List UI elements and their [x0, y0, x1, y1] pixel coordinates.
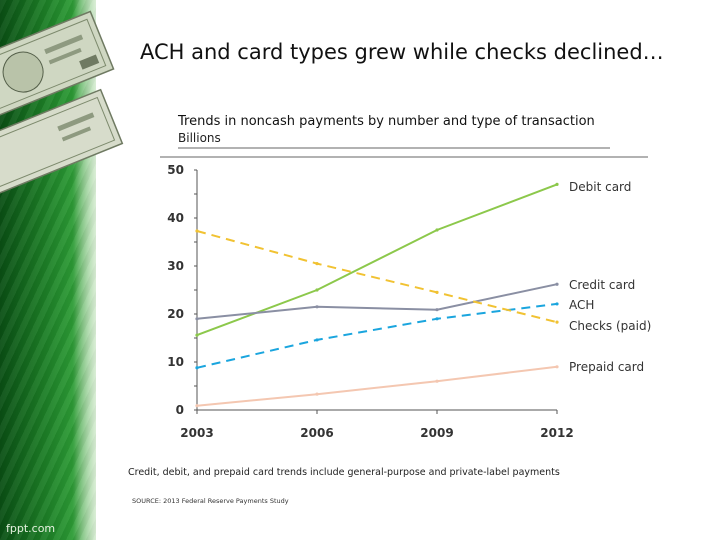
- data-point-ach: [315, 338, 319, 342]
- data-point-ach: [195, 366, 199, 370]
- series-line-prepaid-card: [196, 365, 558, 407]
- y-tick-label: 0: [176, 403, 184, 417]
- data-point-prepaid-card: [195, 404, 199, 408]
- data-point-prepaid-card: [315, 392, 319, 396]
- y-tick-label: 30: [167, 259, 184, 273]
- source-note: SOURCE: 2013 Federal Reserve Payments St…: [132, 497, 289, 505]
- data-point-checks-paid: [435, 290, 439, 294]
- series-line-checks-paid: [196, 230, 558, 324]
- y-tick-label: 20: [167, 307, 184, 321]
- y-tick-label: 10: [167, 355, 184, 369]
- data-point-checks-paid: [195, 229, 199, 233]
- x-tick-label: 2009: [420, 426, 453, 440]
- x-tick-label: 2003: [180, 426, 213, 440]
- series-line-ach: [196, 302, 558, 369]
- series-line-credit-card: [196, 283, 558, 320]
- series-label-credit-card: Credit card: [569, 278, 635, 292]
- series-label-ach: ACH: [569, 298, 594, 312]
- data-point-credit-card: [435, 308, 439, 312]
- footer-brand: fppt.com: [6, 522, 56, 535]
- data-point-credit-card: [195, 317, 199, 321]
- chart-footnote: Credit, debit, and prepaid card trends i…: [128, 467, 560, 478]
- data-point-checks-paid: [315, 262, 319, 266]
- data-point-checks-paid: [555, 320, 559, 324]
- x-tick-label: 2012: [540, 426, 573, 440]
- series-label-prepaid-card: Prepaid card: [569, 360, 644, 374]
- y-tick-label: 50: [167, 163, 184, 177]
- series-label-checks-paid: Checks (paid): [569, 319, 651, 333]
- chart-unit-label: Billions: [178, 131, 221, 145]
- y-tick-label: 40: [167, 211, 184, 225]
- data-point-debit-card: [195, 333, 199, 337]
- data-point-ach: [555, 302, 559, 306]
- chart-title: Trends in noncash payments by number and…: [178, 114, 595, 129]
- data-point-prepaid-card: [555, 365, 559, 369]
- data-point-debit-card: [315, 288, 319, 292]
- data-point-debit-card: [435, 228, 439, 232]
- slide-title: ACH and card types grew while checks dec…: [140, 40, 664, 64]
- data-point-ach: [435, 317, 439, 321]
- data-point-debit-card: [555, 182, 559, 186]
- data-point-credit-card: [555, 282, 559, 286]
- dollar-bills-image: [0, 10, 124, 197]
- data-point-credit-card: [315, 305, 319, 309]
- data-point-prepaid-card: [435, 379, 439, 383]
- sidebar-fade: [74, 0, 114, 540]
- x-tick-label: 2006: [300, 426, 333, 440]
- series-label-debit-card: Debit card: [569, 180, 631, 194]
